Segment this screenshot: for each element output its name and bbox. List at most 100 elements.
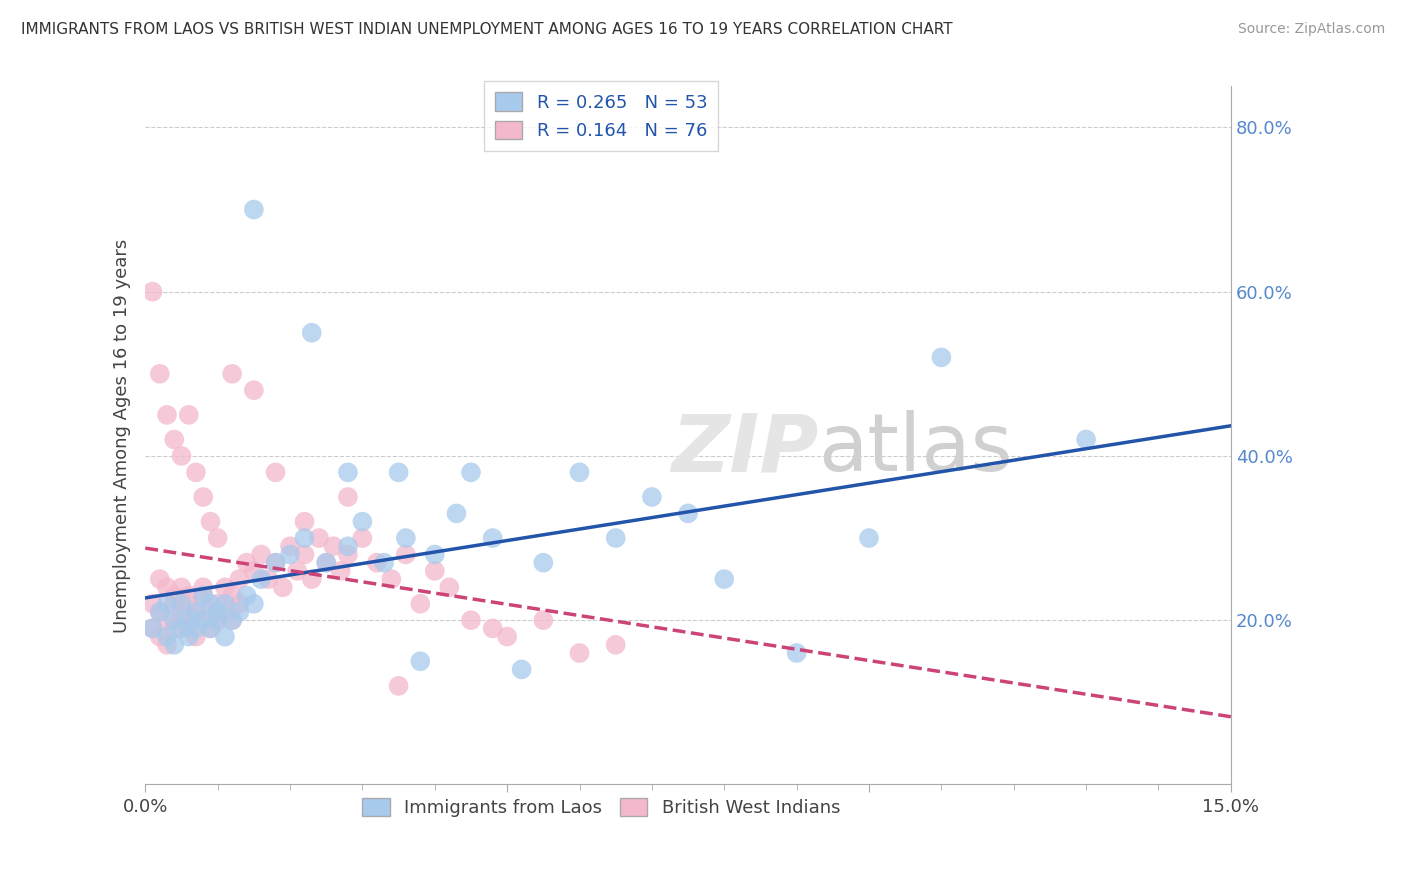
Point [177,630,200,644]
Point [315,556,337,570]
Point [228,572,250,586]
Point [163,433,186,447]
Point [221,613,243,627]
Point [243,564,266,578]
Point [156,597,179,611]
Point [170,449,193,463]
Point [308,531,330,545]
Point [163,613,186,627]
Point [193,613,215,627]
Point [250,548,273,562]
Point [931,351,953,365]
Point [264,556,287,570]
Point [294,515,316,529]
Text: IMMIGRANTS FROM LAOS VS BRITISH WEST INDIAN UNEMPLOYMENT AMONG AGES 16 TO 19 YEA: IMMIGRANTS FROM LAOS VS BRITISH WEST IND… [21,22,953,37]
Point [149,630,172,644]
Point [163,621,186,635]
Point [336,548,359,562]
Point [207,613,229,627]
Point [329,564,352,578]
Text: Source: ZipAtlas.com: Source: ZipAtlas.com [1237,22,1385,37]
Point [221,613,243,627]
Point [387,679,409,693]
Point [200,621,222,635]
Point [193,490,215,504]
Point [228,597,250,611]
Point [395,531,418,545]
Point [170,605,193,619]
Point [141,621,163,635]
Point [446,507,468,521]
Legend: Immigrants from Laos, British West Indians: Immigrants from Laos, British West India… [356,790,848,824]
Point [200,515,222,529]
Point [207,613,229,627]
Point [713,572,735,586]
Point [193,589,215,603]
Point [336,490,359,504]
Point [336,539,359,553]
Point [177,408,200,422]
Point [409,654,432,668]
Point [278,548,301,562]
Point [387,466,409,480]
Point [184,605,207,619]
Point [568,646,591,660]
Point [257,572,280,586]
Point [163,638,186,652]
Point [336,466,359,480]
Point [177,621,200,635]
Point [366,556,388,570]
Point [228,605,250,619]
Point [264,556,287,570]
Point [156,580,179,594]
Point [235,556,257,570]
Point [177,613,200,627]
Point [271,580,294,594]
Point [373,556,395,570]
Point [481,621,503,635]
Point [156,408,179,422]
Point [786,646,808,660]
Point [184,605,207,619]
Point [510,663,533,677]
Point [141,285,163,299]
Point [170,621,193,635]
Point [200,605,222,619]
Point [858,531,880,545]
Point [294,548,316,562]
Point [214,580,236,594]
Point [149,605,172,619]
Point [156,630,179,644]
Point [409,597,432,611]
Point [149,572,172,586]
Point [149,367,172,381]
Point [439,580,461,594]
Point [496,630,519,644]
Point [1074,433,1097,447]
Point [352,515,374,529]
Point [200,597,222,611]
Point [221,367,243,381]
Point [243,597,266,611]
Point [184,630,207,644]
Point [568,466,591,480]
Point [163,589,186,603]
Point [141,621,163,635]
Point [423,548,446,562]
Point [278,539,301,553]
Point [200,621,222,635]
Point [605,638,627,652]
Text: atlas: atlas [818,410,1012,488]
Point [641,490,664,504]
Point [322,539,344,553]
Point [352,531,374,545]
Point [395,548,418,562]
Point [214,605,236,619]
Point [184,621,207,635]
Y-axis label: Unemployment Among Ages 16 to 19 years: Unemployment Among Ages 16 to 19 years [114,238,131,632]
Point [214,597,236,611]
Point [301,572,323,586]
Point [531,556,554,570]
Point [423,564,446,578]
Point [177,589,200,603]
